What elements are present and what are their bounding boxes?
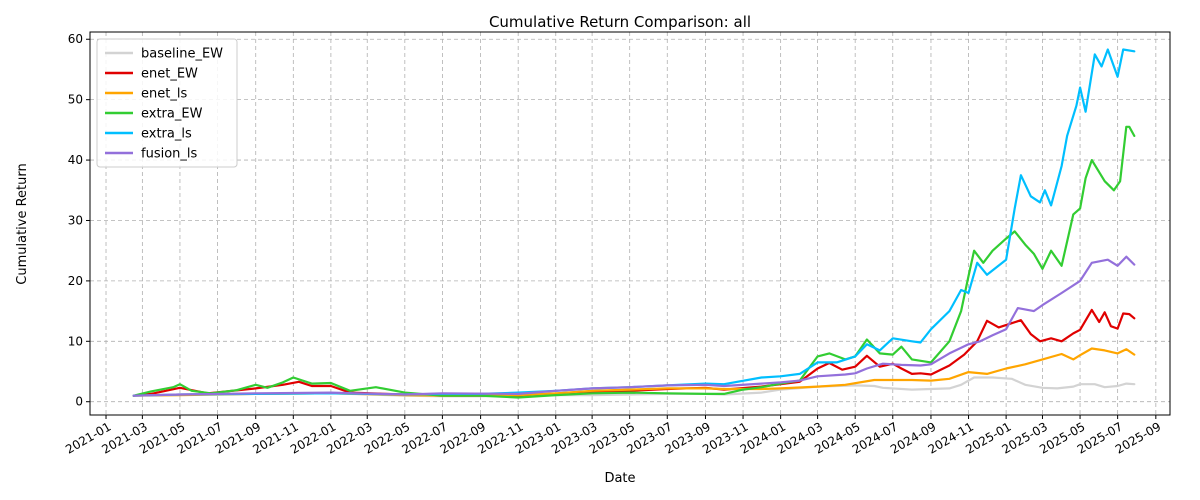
y-tick-label: 20: [68, 274, 83, 288]
legend: baseline_EW enet_EW enet_ls extra_EW extra_l…: [96, 38, 238, 168]
chart-title: Cumulative Return Comparison: all: [489, 13, 751, 31]
legend-box: [96, 38, 238, 168]
y-tick-label: 50: [68, 93, 83, 107]
y-tick-label: 40: [68, 153, 83, 167]
y-tick-label: 30: [68, 213, 83, 227]
y-axis: 0 10 20 30 40 50 60: [68, 32, 90, 409]
y-axis-title: Cumulative Return: [15, 163, 30, 284]
legend-label: enet_EW: [141, 67, 198, 82]
legend-label: enet_ls: [141, 87, 187, 102]
legend-label: baseline_EW: [141, 47, 223, 62]
legend-label: extra_ls: [141, 127, 192, 142]
x-axis-title: Date: [604, 471, 635, 486]
y-tick-label: 10: [68, 334, 83, 348]
y-tick-label: 0: [75, 395, 83, 409]
legend-label: extra_EW: [141, 107, 203, 122]
series-lines: [132, 48, 1136, 399]
series-line-enet_EW: [132, 308, 1136, 397]
y-tick-label: 60: [68, 32, 83, 46]
grid: [90, 32, 1170, 415]
series-line-fusion_ls: [132, 255, 1136, 397]
legend-label: fusion_ls: [141, 147, 198, 162]
